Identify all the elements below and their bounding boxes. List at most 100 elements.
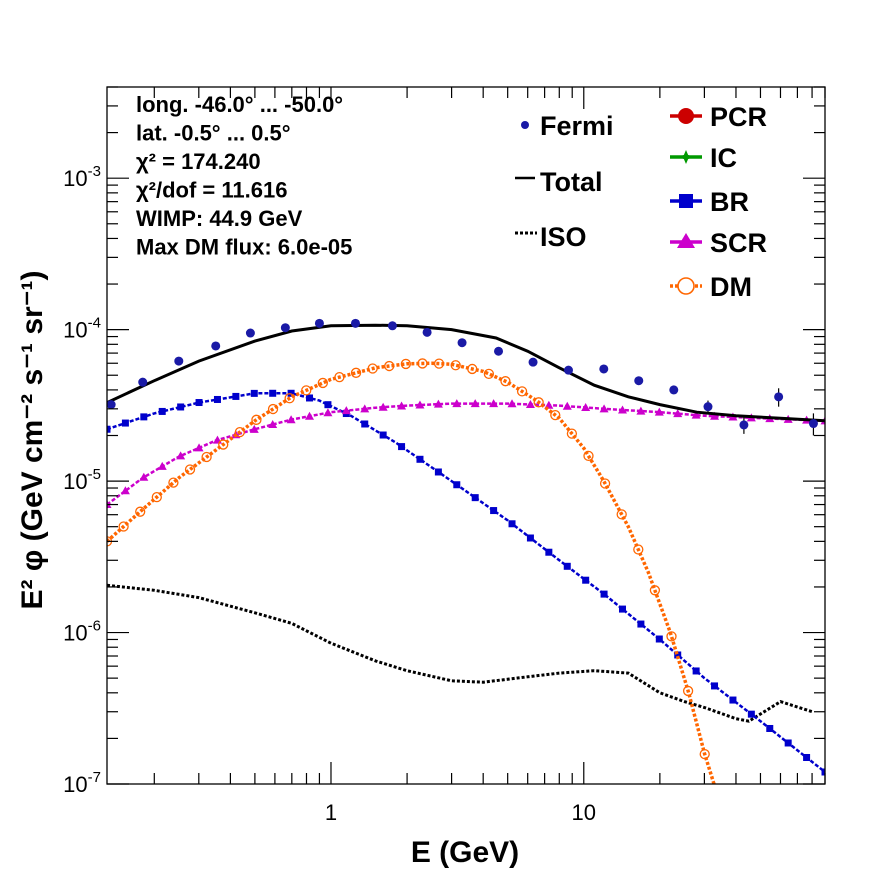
br-marker: [490, 507, 498, 515]
fermi-point: [387, 321, 397, 331]
info-line: χ² = 174.240: [136, 149, 261, 174]
br-marker: [453, 481, 461, 489]
scr-marker: [360, 404, 370, 413]
br-marker: [747, 710, 755, 718]
scr-marker: [710, 411, 720, 420]
fermi-point: [599, 364, 609, 374]
legend-label: DM: [710, 272, 752, 302]
scr-marker: [507, 399, 517, 408]
series-layer: [107, 318, 825, 784]
scr-marker: [139, 472, 149, 481]
legend-symbol: [670, 277, 702, 295]
series-dm-line: [107, 361, 716, 784]
br-marker: [508, 520, 516, 528]
y-tick-label: 10-4: [63, 315, 101, 343]
br-marker: [398, 443, 406, 451]
fermi-point: [774, 392, 784, 402]
scr-marker: [581, 403, 591, 412]
dm-marker: [417, 358, 428, 369]
dm-marker: [201, 451, 212, 463]
fermi-point: [174, 356, 184, 366]
scr-marker: [286, 415, 296, 424]
scr-marker: [378, 402, 388, 411]
fermi-point: [107, 400, 116, 410]
legend: Fermi Total ISO PCR IC BR SCR DM: [515, 102, 767, 302]
br-marker: [213, 395, 221, 403]
br-marker: [195, 399, 203, 407]
fermi-point: [457, 338, 467, 348]
info-line: long. -46.0° ... -50.0°: [136, 92, 343, 117]
info-box: long. -46.0° ... -50.0° lat. -0.5° ... 0.…: [136, 92, 352, 260]
scr-marker: [176, 451, 186, 460]
br-marker: [177, 403, 185, 411]
fermi-point: [314, 318, 324, 328]
dm-marker: [334, 371, 345, 383]
legend-symbol: [670, 108, 702, 124]
scr-marker: [433, 399, 443, 408]
scr-marker: [470, 399, 480, 408]
y-tick-label: 10-6: [63, 618, 101, 646]
br-marker: [121, 419, 129, 427]
x-axis-title: E (GeV): [411, 836, 519, 869]
series-scr-line: [107, 402, 825, 506]
dm-marker: [583, 450, 594, 462]
legend-item-iso: ISO: [515, 222, 587, 252]
fermi-point: [494, 346, 504, 356]
legend-item-pcr: PCR: [670, 102, 767, 132]
br-marker: [784, 739, 792, 747]
dm-marker: [218, 439, 229, 450]
dm-marker: [284, 393, 295, 404]
legend-item-ic: IC: [670, 143, 737, 173]
dm-marker: [400, 358, 412, 370]
x-tick-label: 10: [572, 800, 596, 825]
legend-item-br: BR: [670, 187, 749, 217]
scr-marker: [673, 409, 683, 418]
dm-marker: [633, 544, 644, 555]
br-marker: [563, 562, 571, 570]
dm-marker: [267, 403, 279, 415]
series-br-line: [107, 392, 825, 773]
scr-marker: [157, 461, 167, 470]
dm-marker: [350, 367, 362, 378]
br-marker: [582, 576, 590, 584]
fermi-point: [739, 420, 749, 430]
scr-marker: [691, 410, 701, 419]
scr-marker: [120, 486, 130, 495]
br-marker: [821, 768, 825, 776]
scr-marker: [636, 406, 646, 415]
fermi-point: [669, 385, 679, 395]
legend-label: PCR: [710, 102, 767, 132]
br-marker: [306, 394, 314, 402]
br-marker: [674, 651, 682, 659]
br-marker: [637, 620, 645, 628]
series-total-line: [107, 323, 825, 423]
scr-marker: [489, 399, 499, 408]
y-tick-label: 10-3: [63, 163, 101, 191]
dm-marker: [317, 377, 328, 389]
dm-marker: [184, 464, 196, 475]
fermi-point: [422, 327, 432, 337]
fermi-point: [808, 419, 818, 429]
legend-item-total: Total: [515, 167, 603, 197]
dm-marker: [666, 631, 677, 642]
br-marker: [250, 389, 258, 397]
legend-label: ISO: [540, 222, 587, 252]
series-iso-line: [107, 583, 813, 723]
dm-marker: [168, 477, 179, 488]
axis-tick-labels: 1 10 10-7 10-6 10-5 10-4 10-3: [63, 163, 596, 825]
dm-marker: [566, 428, 578, 439]
scr-marker: [249, 424, 259, 433]
fermi-point: [138, 377, 148, 387]
legend-symbol: [670, 233, 702, 248]
dm-marker: [516, 386, 528, 397]
scr-marker: [452, 399, 462, 408]
fermi-point: [703, 402, 713, 412]
dm-marker: [649, 585, 661, 596]
br-marker: [766, 724, 774, 732]
br-marker: [324, 401, 332, 409]
fermi-point: [211, 341, 221, 351]
dm-marker: [467, 363, 478, 375]
br-marker: [158, 407, 166, 415]
legend-label: Total: [540, 167, 603, 197]
scr-marker: [341, 406, 351, 415]
